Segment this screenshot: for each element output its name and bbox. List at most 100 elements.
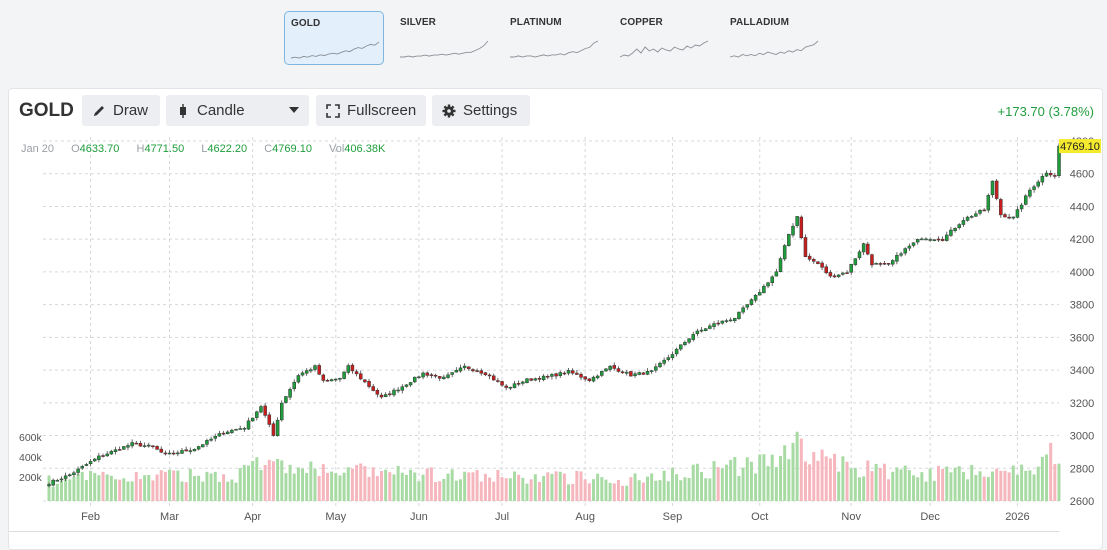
candle <box>824 266 828 274</box>
volume-bar <box>284 473 288 501</box>
volume-bar <box>317 476 321 501</box>
volume-bar <box>966 479 970 501</box>
volume-bar <box>51 486 55 501</box>
candle <box>483 372 488 376</box>
candle <box>429 374 434 376</box>
volume-bar <box>899 469 903 501</box>
volume-value: 406.38K <box>344 143 386 155</box>
candle <box>533 378 538 381</box>
metal-tab-palladium[interactable]: PALLADIUM <box>724 11 824 65</box>
settings-button[interactable]: Settings <box>432 95 530 126</box>
high-value: 4771.50 <box>144 143 185 155</box>
candle <box>953 228 957 232</box>
volume-bar <box>288 464 292 501</box>
x-tick-label: May <box>325 511 346 523</box>
metal-tab-silver[interactable]: SILVER <box>394 11 494 65</box>
volume-bar <box>621 485 625 501</box>
candle <box>612 365 617 369</box>
volume-bar <box>313 468 317 501</box>
candle <box>1019 204 1024 210</box>
volume-bar <box>600 477 604 501</box>
candle <box>1040 176 1045 183</box>
metal-tab-copper[interactable]: COPPER <box>614 11 714 65</box>
candle <box>471 369 475 372</box>
x-tick-label: Oct <box>751 511 768 523</box>
x-tick-label: Jul <box>495 511 509 523</box>
volume-bar <box>936 465 940 501</box>
volume-bar <box>720 468 724 501</box>
volume-bar <box>421 474 425 501</box>
settings-label: Settings <box>463 102 518 119</box>
candle <box>325 379 330 382</box>
candlestick-chart[interactable]: 2600 2800 3000 3200 3400 3600 3800 4000 4200 4400… <box>9 89 1102 537</box>
volume-bar <box>496 469 500 501</box>
candle <box>84 464 89 466</box>
candle <box>163 452 168 455</box>
metal-tab-platinum[interactable]: PLATINUM <box>504 11 604 65</box>
candle <box>446 374 450 378</box>
x-tick-label: Nov <box>841 511 861 523</box>
volume-bar <box>138 479 142 501</box>
volume-bar <box>230 479 234 501</box>
volume-bar <box>945 466 949 501</box>
candle <box>741 307 745 313</box>
y-tick-label: 4000 <box>1070 267 1094 279</box>
volume-bar <box>155 474 159 501</box>
candle <box>512 383 517 389</box>
volume-bar <box>571 483 575 501</box>
candle <box>911 242 916 246</box>
volume-bar <box>737 475 741 501</box>
volume-bar <box>97 475 101 501</box>
metal-tab-gold[interactable]: GOLD <box>284 11 384 65</box>
volume-bar <box>849 468 853 501</box>
volume-bar <box>816 460 820 501</box>
candle <box>442 376 446 380</box>
candle <box>757 292 762 296</box>
candle <box>487 374 492 377</box>
candle <box>205 440 209 445</box>
volume-bar <box>500 477 504 501</box>
volume-bar <box>475 470 479 501</box>
candle <box>1053 175 1057 177</box>
candle <box>400 386 405 391</box>
volume-bar <box>209 473 213 501</box>
volume-bar <box>749 461 753 501</box>
candle <box>986 195 991 211</box>
candle <box>296 375 301 383</box>
symbol-title: GOLD <box>19 100 74 121</box>
candle <box>209 438 213 441</box>
candle <box>691 334 695 340</box>
volume-bar <box>68 479 72 501</box>
candle <box>529 378 533 381</box>
volume-bar <box>396 465 400 501</box>
candle <box>791 225 795 236</box>
volume-bar <box>866 460 870 501</box>
candle <box>450 372 454 375</box>
candle <box>965 216 970 221</box>
x-tick-label: Feb <box>81 511 100 523</box>
candle <box>699 329 704 332</box>
chart-type-dropdown[interactable]: Candle <box>166 95 309 126</box>
candle <box>674 348 679 355</box>
candle <box>76 468 80 473</box>
volume-bar <box>558 471 562 501</box>
candle <box>845 272 849 274</box>
candle <box>363 379 367 383</box>
candle <box>138 443 143 447</box>
volume-bar <box>72 476 76 501</box>
volume-bar <box>130 481 134 501</box>
candle <box>720 320 725 324</box>
candle <box>712 323 716 327</box>
close-label: C <box>264 143 273 155</box>
fullscreen-button[interactable]: Fullscreen <box>316 95 426 126</box>
candle <box>724 320 729 322</box>
volume-bar <box>76 473 80 501</box>
volume-bar <box>126 481 130 501</box>
candle <box>92 458 97 462</box>
candle <box>770 276 774 284</box>
draw-button[interactable]: Draw <box>82 95 160 126</box>
metal-tab-label: COPPER <box>620 17 663 28</box>
candle <box>782 245 787 260</box>
candle <box>1036 181 1040 187</box>
volume-bar <box>226 481 230 501</box>
